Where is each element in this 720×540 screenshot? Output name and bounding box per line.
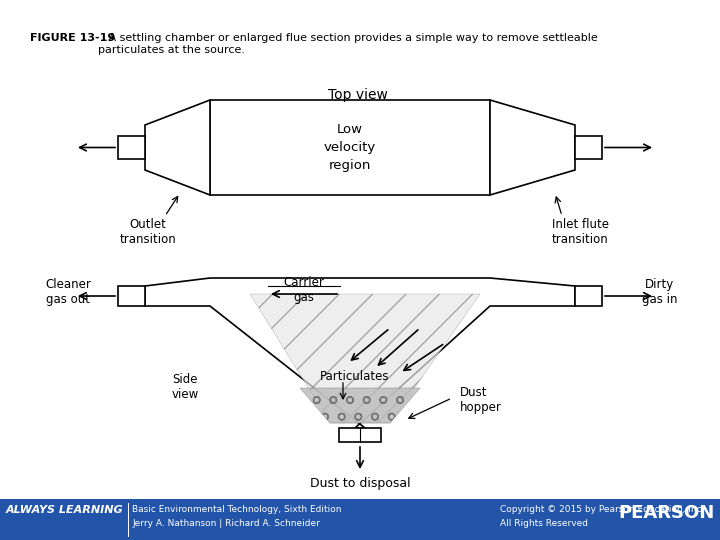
Bar	[118, 286, 145, 306]
Text: Inlet flute
transition: Inlet flute transition	[552, 218, 608, 246]
Text: Dust to disposal: Dust to disposal	[310, 477, 410, 490]
Polygon shape	[145, 100, 210, 195]
Text: All Rights Reserved: All Rights Reserved	[500, 519, 588, 528]
Polygon shape	[300, 388, 420, 423]
Text: ALWAYS LEARNING: ALWAYS LEARNING	[6, 505, 124, 515]
Text: Jerry A. Nathanson | Richard A. Schneider: Jerry A. Nathanson | Richard A. Schneide…	[132, 519, 320, 528]
Bar	[0, 499, 720, 540]
Text: Outlet
transition: Outlet transition	[120, 218, 176, 246]
Text: Copyright © 2015 by Pearson Education, Inc.: Copyright © 2015 by Pearson Education, I…	[500, 505, 704, 514]
Polygon shape	[145, 278, 575, 428]
Text: Top view: Top view	[328, 88, 388, 102]
Text: Dirty
gas in: Dirty gas in	[642, 278, 678, 306]
Text: Basic Environmental Technology, Sixth Edition: Basic Environmental Technology, Sixth Ed…	[132, 505, 341, 514]
Text: FIGURE 13-19: FIGURE 13-19	[30, 33, 115, 43]
Text: Cleaner
gas out: Cleaner gas out	[45, 278, 91, 306]
Bar	[575, 286, 602, 306]
Text: Particulates: Particulates	[320, 370, 390, 383]
Text: Dust
hopper: Dust hopper	[460, 386, 502, 414]
Bar	[339, 428, 381, 442]
Text: Low
velocity
region: Low velocity region	[324, 123, 376, 172]
Text: A settling chamber or enlarged flue section provides a simple way to remove sett: A settling chamber or enlarged flue sect…	[98, 33, 598, 55]
Text: Carrier
gas: Carrier gas	[284, 276, 325, 304]
Text: PEARSON: PEARSON	[618, 504, 715, 522]
Polygon shape	[490, 100, 575, 195]
Bar	[575, 136, 602, 159]
Bar	[118, 136, 145, 159]
Bar	[210, 100, 490, 195]
Polygon shape	[250, 294, 480, 423]
Text: Side
view: Side view	[171, 373, 199, 401]
